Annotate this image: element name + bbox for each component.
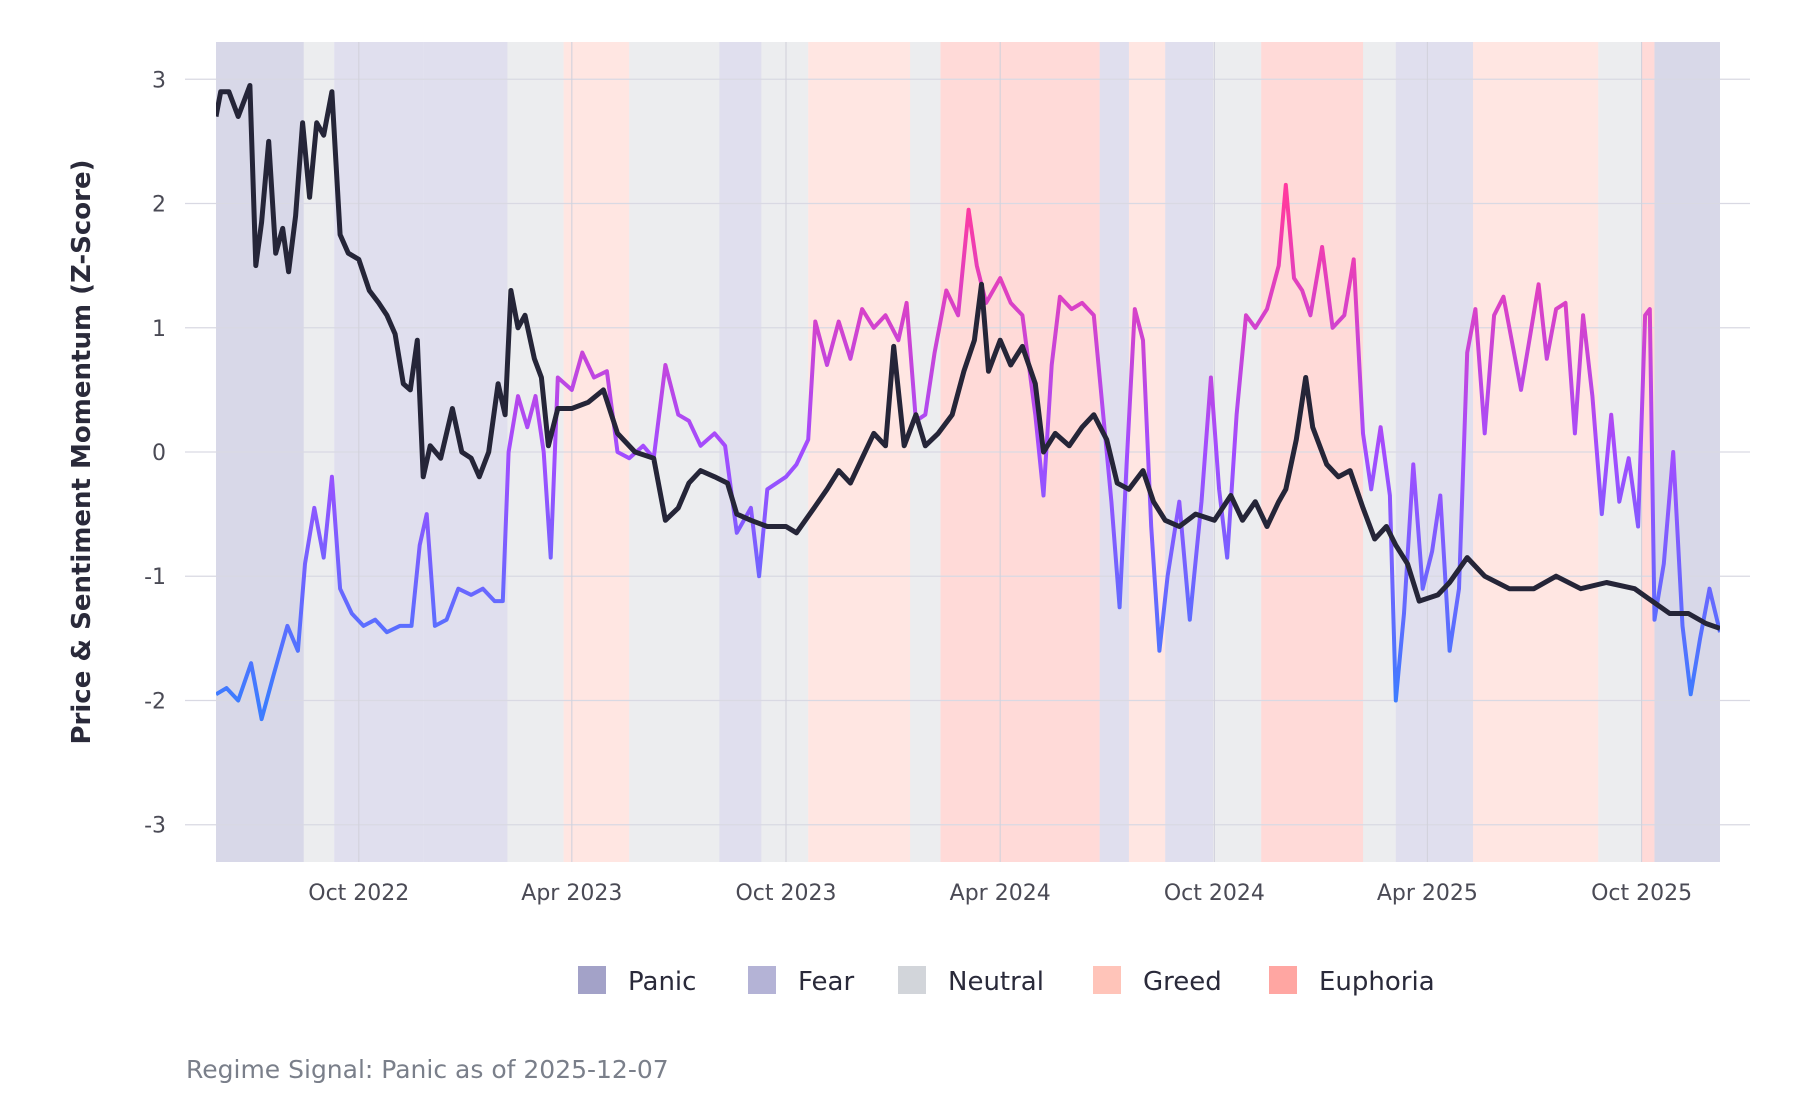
y-tick-label: -2 bbox=[144, 689, 166, 714]
x-tick-label: Apr 2025 bbox=[1377, 881, 1478, 906]
legend-label-neutral: Neutral bbox=[948, 967, 1044, 997]
legend-swatch-neutral bbox=[898, 966, 926, 994]
y-axis-ticks: -3 -2 -1 0 1 2 3 bbox=[144, 68, 166, 838]
y-axis-label: Price & Sentiment Momentum (Z-Score) bbox=[67, 160, 97, 745]
sentiment-momentum-line bbox=[216, 182, 1720, 722]
legend: Panic Fear Neutral Greed Euphoria bbox=[578, 966, 1435, 997]
price-momentum-line bbox=[216, 83, 1720, 631]
x-tick-label: Oct 2023 bbox=[735, 881, 836, 906]
y-tick-label: -3 bbox=[144, 814, 166, 839]
y-tick-label: 2 bbox=[152, 193, 166, 218]
y-tick-label: 0 bbox=[152, 441, 166, 466]
legend-swatch-greed bbox=[1093, 966, 1121, 994]
y-tick-label: 3 bbox=[152, 68, 166, 93]
legend-swatch-euphoria bbox=[1269, 966, 1297, 994]
series-lines bbox=[216, 83, 1720, 722]
legend-swatch-fear bbox=[748, 966, 776, 994]
legend-label-panic: Panic bbox=[628, 967, 696, 997]
y-tick-label: 1 bbox=[152, 317, 166, 342]
y-tick-label: -1 bbox=[144, 565, 166, 590]
x-tick-label: Apr 2024 bbox=[950, 881, 1051, 906]
legend-label-euphoria: Euphoria bbox=[1319, 967, 1435, 997]
x-tick-label: Oct 2025 bbox=[1591, 881, 1692, 906]
x-axis-ticks: Oct 2022 Apr 2023 Oct 2023 Apr 2024 Oct 2024… bbox=[308, 881, 1692, 906]
x-tick-label: Apr 2023 bbox=[521, 881, 622, 906]
x-tick-label: Oct 2022 bbox=[308, 881, 409, 906]
legend-swatch-panic bbox=[578, 966, 606, 994]
legend-label-greed: Greed bbox=[1143, 967, 1222, 997]
regime-signal-caption: Regime Signal: Panic as of 2025-12-07 bbox=[186, 1055, 669, 1084]
legend-label-fear: Fear bbox=[798, 967, 854, 997]
x-tick-label: Oct 2024 bbox=[1164, 881, 1265, 906]
grid-lines bbox=[185, 42, 1750, 862]
